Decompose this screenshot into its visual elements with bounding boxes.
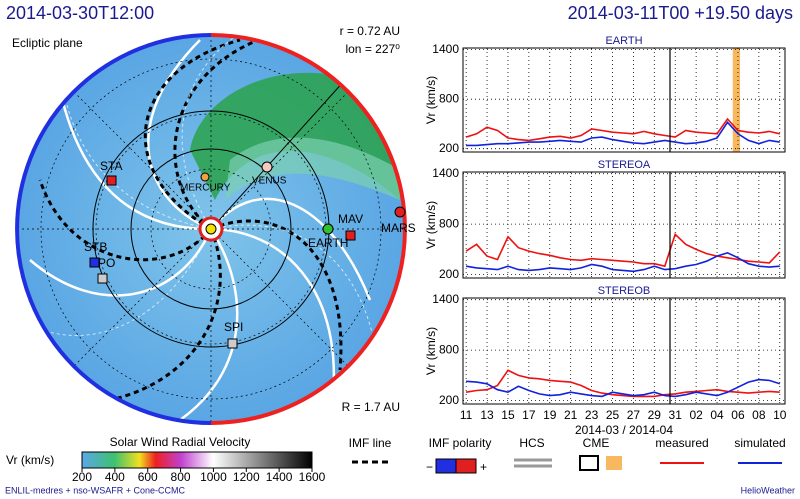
- radius-text: r = 0.72 AU: [340, 24, 400, 38]
- footer-right: HelioWeather: [741, 485, 795, 495]
- x-tick-label: 19: [543, 408, 557, 422]
- y-axis-label: Vr (km/s): [424, 76, 438, 124]
- x-tick-label: 29: [648, 408, 662, 422]
- earth-label: EARTH: [308, 236, 348, 250]
- po-label: PO: [98, 256, 115, 270]
- x-tick-label: 08: [752, 408, 766, 422]
- series-line: [465, 232, 781, 268]
- simulated-label: simulated: [734, 436, 785, 450]
- x-tick-label: 27: [627, 408, 641, 422]
- x-tick-label: 25: [606, 408, 620, 422]
- y-axis-label: Vr (km/s): [424, 201, 438, 249]
- y-tick-label: 1400: [432, 292, 459, 306]
- colorbar-tick-label: 1400: [266, 470, 293, 484]
- plot-title: Ecliptic plane: [12, 36, 83, 50]
- x-tick-label: 15: [501, 408, 515, 422]
- series-line: [465, 251, 780, 273]
- y-tick-label: 1400: [432, 42, 459, 56]
- series-line: [465, 117, 780, 142]
- footer-left: ENLIL-medres + nso-WSAFR + Cone-CCMC: [5, 485, 186, 495]
- run-title: 2014-03-11T00 +19.50 days: [568, 3, 793, 23]
- y-tick-label: 800: [439, 216, 459, 230]
- mercury-label: MERCURY: [180, 183, 231, 194]
- panel-title: STEREOA: [598, 159, 651, 171]
- imf-polarity-label: IMF polarity: [429, 436, 492, 450]
- colorbar: [81, 451, 313, 469]
- x-axis-label: 2014-03 / 2014-04: [575, 423, 673, 437]
- venus-label: VENUS: [252, 176, 287, 187]
- plot-frame: [462, 47, 786, 153]
- colorbar-tick-label: 1000: [200, 470, 227, 484]
- colorbar-tick-label: 200: [72, 470, 92, 484]
- y-tick-label: 800: [439, 342, 459, 356]
- x-tick-label: 23: [585, 408, 599, 422]
- y-tick-label: 800: [439, 91, 459, 105]
- plot-frame: [462, 171, 786, 279]
- y-tick-label: 200: [439, 141, 459, 155]
- panel-title: EARTH: [605, 35, 642, 47]
- time-title: 2014-03-30T12:00: [6, 3, 154, 23]
- colorbar-tick-label: 400: [105, 470, 125, 484]
- minus-label: −: [426, 460, 433, 474]
- y-tick-label: 200: [439, 393, 459, 407]
- panel-title: STEREOB: [598, 285, 651, 297]
- series-line: [466, 378, 781, 398]
- series-line: [466, 121, 780, 147]
- plus-label: +: [480, 460, 487, 474]
- sta-label: STA: [100, 159, 122, 173]
- x-tick-label: 06: [731, 408, 745, 422]
- colorbar-title: Solar Wind Radial Velocity: [110, 435, 251, 449]
- colorbar-tick-label: 1600: [299, 470, 326, 484]
- x-tick-label: 17: [522, 408, 536, 422]
- plot-frame: [462, 297, 786, 405]
- x-tick-label: 31: [669, 408, 683, 422]
- x-tick-label: 10: [773, 408, 787, 422]
- x-tick-label: 02: [689, 408, 703, 422]
- x-tick-label: 21: [564, 408, 578, 422]
- lon-text: lon = 227⁰: [345, 42, 400, 56]
- hcs-label: HCS: [519, 436, 544, 450]
- imf-line-label: IMF line: [349, 436, 392, 450]
- cme-band: [732, 48, 741, 152]
- series-line: [465, 369, 780, 398]
- x-tick-label: 11: [460, 408, 473, 422]
- x-tick-label: 13: [480, 408, 494, 422]
- colorbar-tick-label: 600: [138, 470, 158, 484]
- colorbar-label: Vr (km/s): [6, 453, 54, 467]
- cme-label: CME: [583, 436, 610, 450]
- spi-label: SPI: [224, 320, 243, 334]
- x-tick-label: 04: [710, 408, 724, 422]
- legend: Solar Wind Radial Velocity Vr (km/s) IMF…: [5, 435, 795, 495]
- colorbar-tick-label: 1200: [233, 470, 260, 484]
- y-axis-label: Vr (km/s): [424, 327, 438, 375]
- y-tick-label: 200: [439, 267, 459, 281]
- y-tick-label: 1400: [432, 166, 459, 180]
- stb-label: STB: [84, 240, 107, 254]
- range-text: R = 1.7 AU: [342, 400, 400, 414]
- polar-plot: Ecliptic plane r = 0.72 AU lon = 227⁰ R …: [12, 24, 416, 425]
- colorbar-tick-label: 800: [171, 470, 191, 484]
- mars-label: MARS: [381, 221, 416, 235]
- measured-label: measured: [655, 436, 708, 450]
- mav-label: MAV: [338, 212, 363, 226]
